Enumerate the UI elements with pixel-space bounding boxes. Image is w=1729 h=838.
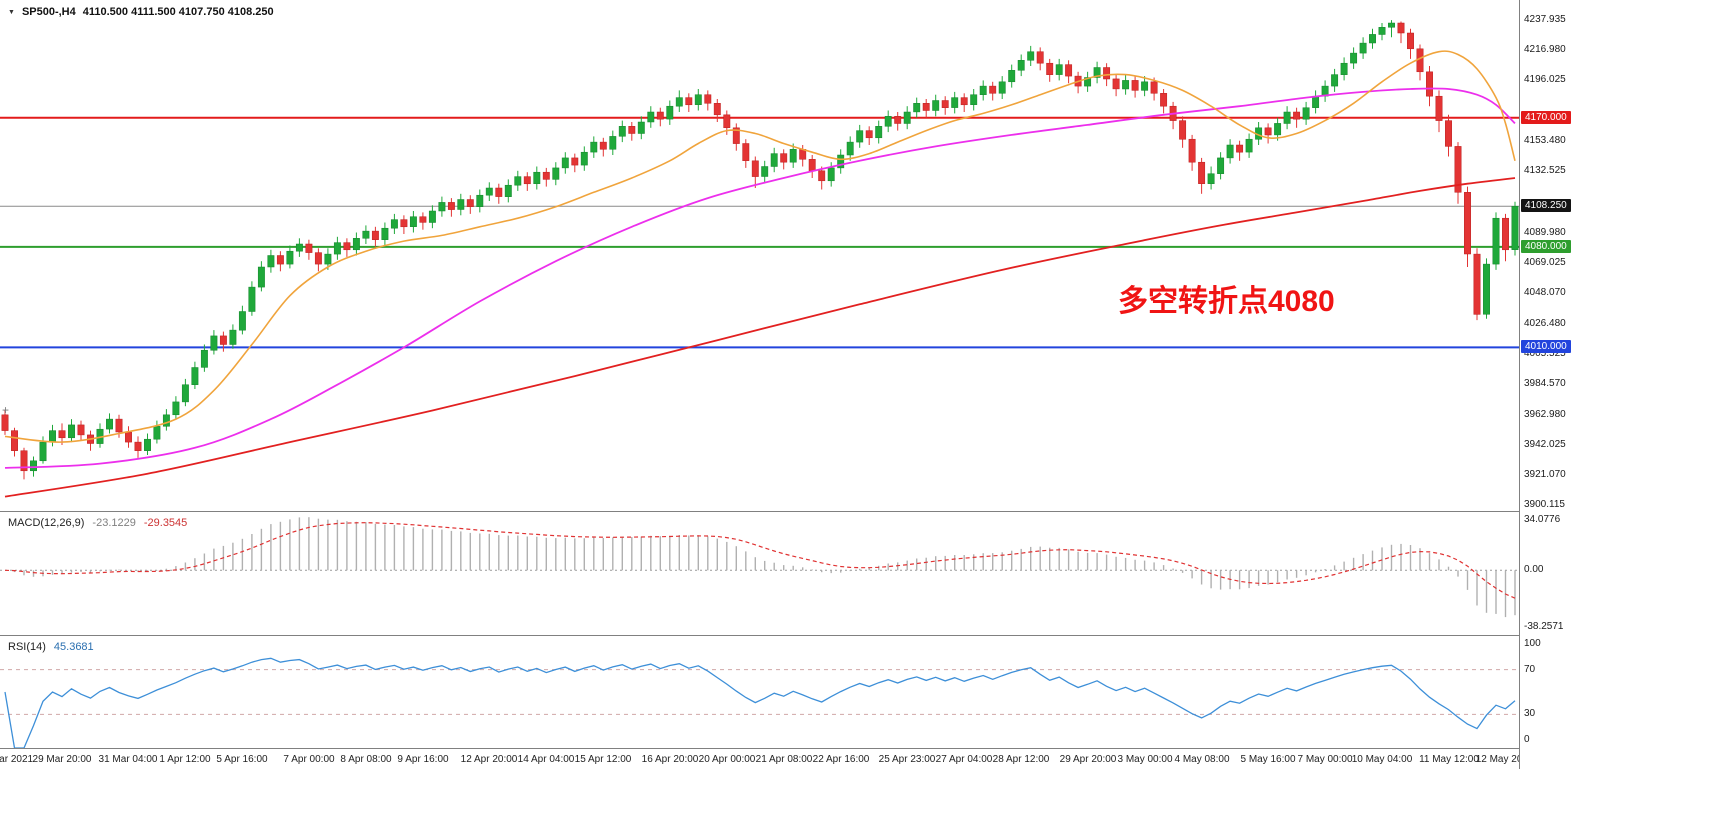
time-axis-label: 9 Apr 16:00 bbox=[397, 754, 449, 765]
price-line-badge[interactable]: 4010.000 bbox=[1521, 340, 1571, 353]
hlines-layer[interactable] bbox=[0, 116, 1519, 349]
macd-signal-line bbox=[4, 522, 1516, 599]
time-axis-label: 8 Apr 08:00 bbox=[340, 754, 392, 765]
macd-indicator-label: MACD(12,26,9) -23.1229 -29.3545 bbox=[8, 517, 187, 529]
rsi-value: 45.3681 bbox=[53, 641, 94, 653]
rsi-pane[interactable] bbox=[0, 636, 1519, 748]
pane-separator[interactable] bbox=[0, 511, 1729, 512]
macd-histogram bbox=[13, 517, 1516, 618]
price-axis[interactable]: 4237.935 4216.980 4196.025 4153.480 4132.525… bbox=[1519, 0, 1729, 769]
time-axis-label: 7 May 00:00 bbox=[1297, 754, 1353, 765]
ma-fast-orange bbox=[4, 50, 1516, 443]
ma-slow-red bbox=[4, 177, 1516, 498]
macd-signal-value: -29.3545 bbox=[143, 517, 188, 529]
time-axis-label: 3 May 00:00 bbox=[1117, 754, 1173, 765]
price-axis-label: 3962.980 bbox=[1524, 409, 1566, 420]
time-axis-label: 28 Apr 12:00 bbox=[992, 754, 1050, 765]
rsi-chart[interactable] bbox=[0, 636, 1519, 748]
price-axis-label: 4026.480 bbox=[1524, 318, 1566, 329]
macd-axis-label: 0.00 bbox=[1524, 564, 1544, 575]
price-axis-label: 4069.025 bbox=[1524, 257, 1566, 268]
time-axis-label: 1 Apr 12:00 bbox=[159, 754, 211, 765]
price-line-badge[interactable]: 4108.250 bbox=[1521, 199, 1571, 212]
symbol-period-label: SP500-,H4 bbox=[21, 6, 76, 18]
time-axis-label: 16 Apr 20:00 bbox=[641, 754, 699, 765]
macd-main-value: -23.1229 bbox=[92, 517, 136, 529]
time-axis-label: 31 Mar 04:00 bbox=[98, 754, 158, 765]
macd-axis-label: 34.0776 bbox=[1524, 514, 1561, 525]
candlestick-chart[interactable] bbox=[0, 0, 1519, 511]
ma-medium-magenta bbox=[4, 87, 1516, 469]
time-axis-label: 25 Apr 23:00 bbox=[878, 754, 936, 765]
time-axis-label: 5 May 16:00 bbox=[1240, 754, 1296, 765]
time-axis-label: 12 May 20:00 bbox=[1475, 754, 1537, 765]
time-axis-label: 7 Apr 00:00 bbox=[283, 754, 335, 765]
price-axis-label: 3942.025 bbox=[1524, 439, 1566, 450]
time-axis-label: 29 Apr 20:00 bbox=[1059, 754, 1117, 765]
ohlc-values: 4110.500 4111.500 4107.750 4108.250 bbox=[82, 6, 274, 18]
rsi-axis-label: 70 bbox=[1524, 664, 1536, 675]
time-axis-label: 12 Apr 20:00 bbox=[460, 754, 518, 765]
price-line-badge[interactable]: 4170.000 bbox=[1521, 111, 1571, 124]
price-axis-label: 3984.570 bbox=[1524, 378, 1566, 389]
price-axis-label: 4153.480 bbox=[1524, 135, 1566, 146]
price-axis-label: 3900.115 bbox=[1524, 499, 1565, 510]
order-marker: + bbox=[2, 403, 10, 417]
time-axis-label: 27 Apr 04:00 bbox=[935, 754, 993, 765]
macd-name: MACD(12,26,9) bbox=[8, 517, 85, 529]
price-axis-label: 3921.070 bbox=[1524, 469, 1566, 480]
time-axis-label: 10 May 04:00 bbox=[1351, 754, 1413, 765]
price-line-badge[interactable]: 4080.000 bbox=[1521, 240, 1571, 253]
time-axis-label: 20 Apr 00:00 bbox=[698, 754, 756, 765]
rsi-axis-label: 30 bbox=[1524, 708, 1536, 719]
rsi-name: RSI(14) bbox=[8, 641, 46, 653]
price-axis-label: 4089.980 bbox=[1524, 227, 1566, 238]
rsi-indicator-label: RSI(14) 45.3681 bbox=[8, 641, 94, 653]
candles-layer bbox=[1, 20, 1519, 480]
pane-separator[interactable] bbox=[0, 635, 1729, 636]
time-axis-label: 26 Mar 2021 bbox=[0, 754, 34, 765]
time-axis-label: 29 Mar 20:00 bbox=[32, 754, 92, 765]
rsi-axis-label: 100 bbox=[1524, 638, 1541, 649]
time-axis-label: 22 Apr 16:00 bbox=[812, 754, 870, 765]
rsi-axis-label: 0 bbox=[1524, 734, 1530, 745]
price-axis-label: 4132.525 bbox=[1524, 165, 1566, 176]
price-axis-label: 4048.070 bbox=[1524, 287, 1566, 298]
time-axis-label: 11 May 12:00 bbox=[1419, 754, 1479, 765]
price-axis-label: 4005.525 bbox=[1524, 348, 1566, 359]
time-axis-label: 14 Apr 04:00 bbox=[517, 754, 575, 765]
price-axis-label: 4237.935 bbox=[1524, 14, 1566, 25]
symbol-info: ▼ SP500-,H4 4110.500 4111.500 4107.750 4… bbox=[8, 6, 274, 18]
time-axis-label: 21 Apr 08:00 bbox=[755, 754, 813, 765]
pane-separator bbox=[0, 748, 1729, 749]
macd-pane[interactable] bbox=[0, 512, 1519, 635]
time-axis-label: 15 Apr 12:00 bbox=[574, 754, 632, 765]
time-axis-label: 5 Apr 16:00 bbox=[216, 754, 268, 765]
price-axis-label: 4196.025 bbox=[1524, 74, 1566, 85]
trend-annotation[interactable]: 多空转折点4080 bbox=[1118, 285, 1335, 318]
dropdown-arrow-icon[interactable]: ▼ bbox=[8, 8, 15, 16]
price-pane[interactable] bbox=[0, 0, 1519, 511]
price-axis-label: 4216.980 bbox=[1524, 44, 1566, 55]
macd-axis-label: -38.2571 bbox=[1524, 621, 1564, 632]
time-axis-label: 4 May 08:00 bbox=[1174, 754, 1230, 765]
rsi-line bbox=[4, 657, 1516, 748]
macd-chart[interactable] bbox=[0, 512, 1519, 635]
